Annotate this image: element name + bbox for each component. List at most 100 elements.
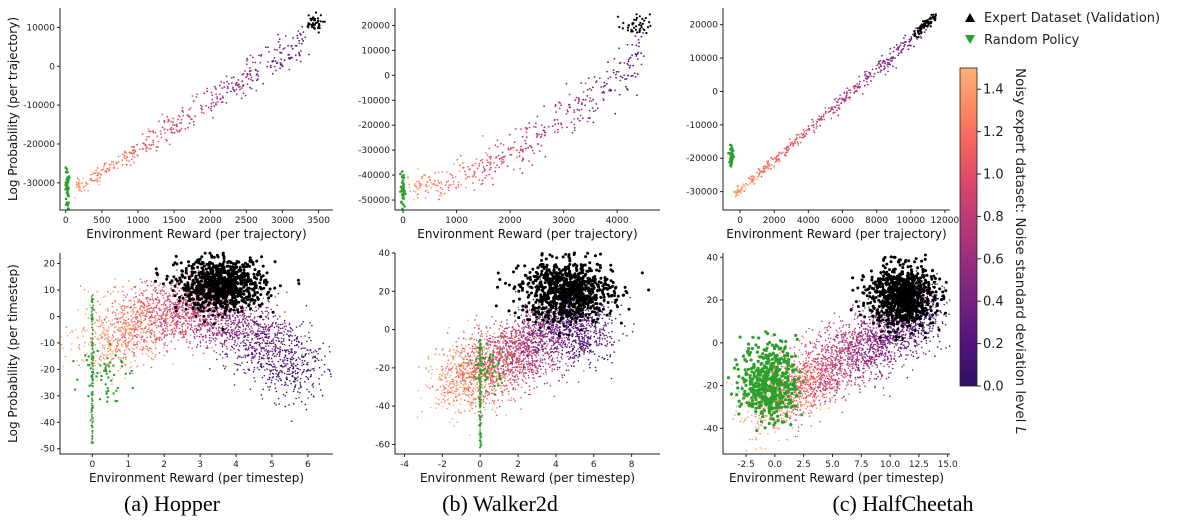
noisy-expert-point — [216, 96, 218, 98]
noisy-expert-point — [144, 309, 146, 312]
noisy-expert-point — [251, 79, 254, 82]
noisy-expert-point — [235, 330, 238, 333]
noisy-expert-point — [244, 348, 247, 351]
noisy-expert-point — [285, 391, 288, 394]
noisy-expert-point — [554, 104, 557, 106]
noisy-expert-point — [209, 323, 212, 326]
noisy-expert-point — [124, 377, 127, 380]
noisy-expert-point — [272, 338, 275, 341]
noisy-expert-point — [163, 336, 166, 339]
noisy-expert-point — [843, 92, 846, 94]
expert-point — [319, 20, 322, 23]
noisy-expert-point — [213, 332, 216, 335]
expert-point — [243, 300, 247, 304]
noisy-expert-point — [901, 49, 903, 51]
noisy-expert-point — [272, 315, 275, 318]
noisy-expert-point — [143, 331, 145, 334]
noisy-expert-point — [279, 51, 281, 54]
x-tick-label: 500 — [93, 216, 110, 226]
expert-point — [223, 312, 227, 316]
noisy-expert-point — [152, 310, 154, 312]
noisy-expert-point — [294, 344, 296, 347]
noisy-expert-point — [299, 358, 301, 360]
noisy-expert-point — [146, 136, 148, 138]
noisy-expert-point — [540, 135, 542, 138]
expert-point — [190, 266, 194, 270]
noisy-expert-point — [273, 48, 276, 51]
expert-point — [172, 275, 176, 279]
noisy-expert-point — [242, 85, 244, 87]
noisy-expert-point — [149, 329, 152, 332]
noisy-expert-point — [241, 362, 243, 364]
noisy-expert-point — [855, 89, 858, 92]
noisy-expert-point — [428, 176, 431, 179]
noisy-expert-point — [618, 47, 620, 50]
noisy-expert-point — [288, 322, 291, 324]
noisy-expert-point — [485, 174, 488, 177]
noisy-expert-point — [150, 335, 152, 337]
noisy-expert-point — [169, 324, 171, 327]
noisy-expert-point — [165, 307, 168, 309]
noisy-expert-point — [327, 368, 329, 371]
noisy-expert-point — [270, 357, 273, 360]
noisy-expert-point — [114, 299, 117, 302]
noisy-expert-point — [190, 313, 192, 315]
expert-point — [312, 26, 315, 29]
noisy-expert-point — [301, 25, 304, 28]
noisy-expert-point — [112, 357, 115, 360]
noisy-expert-point — [145, 138, 148, 141]
noisy-expert-point — [838, 97, 841, 100]
noisy-expert-point — [267, 349, 270, 352]
noisy-expert-point — [146, 309, 148, 311]
noisy-expert-point — [145, 332, 147, 335]
noisy-expert-point — [528, 160, 530, 162]
noisy-expert-point — [259, 342, 262, 345]
noisy-expert-point — [853, 87, 856, 90]
noisy-expert-point — [264, 46, 267, 48]
noisy-expert-point — [153, 289, 155, 291]
noisy-expert-point — [323, 371, 326, 373]
noisy-expert-point — [891, 57, 894, 60]
noisy-expert-point — [280, 52, 283, 54]
noisy-expert-point — [224, 317, 226, 320]
noisy-expert-point — [205, 341, 207, 343]
noisy-expert-point — [209, 368, 211, 370]
noisy-expert-point — [141, 133, 144, 135]
noisy-expert-point — [78, 346, 80, 348]
noisy-expert-point — [103, 332, 105, 335]
noisy-expert-point — [152, 298, 154, 301]
noisy-expert-point — [136, 155, 139, 157]
noisy-expert-point — [799, 136, 801, 139]
noisy-expert-point — [150, 348, 152, 350]
noisy-expert-point — [110, 359, 112, 362]
noisy-expert-point — [266, 310, 268, 313]
noisy-expert-point — [300, 50, 302, 52]
noisy-expert-point — [213, 350, 215, 352]
noisy-expert-point — [756, 171, 758, 174]
noisy-expert-point — [78, 364, 80, 367]
noisy-expert-point — [85, 184, 87, 187]
noisy-expert-point — [266, 342, 269, 345]
noisy-expert-point — [501, 156, 504, 159]
noisy-expert-point — [907, 48, 910, 51]
noisy-expert-point — [309, 349, 312, 352]
noisy-expert-point — [258, 54, 260, 57]
noisy-expert-point — [259, 323, 262, 326]
noisy-expert-point — [238, 330, 241, 333]
noisy-expert-point — [119, 329, 121, 331]
noisy-expert-point — [498, 158, 501, 160]
noisy-expert-point — [83, 360, 85, 363]
expert-point — [226, 261, 230, 264]
noisy-expert-point — [751, 180, 754, 182]
noisy-expert-point — [288, 404, 290, 406]
noisy-expert-point — [186, 327, 189, 330]
noisy-expert-point — [484, 177, 486, 179]
noisy-expert-point — [153, 310, 156, 312]
noisy-expert-point — [500, 163, 503, 165]
noisy-expert-point — [829, 110, 832, 113]
noisy-expert-point — [215, 351, 218, 354]
noisy-expert-point — [111, 344, 113, 347]
noisy-expert-point — [849, 96, 851, 99]
noisy-expert-point — [260, 350, 263, 352]
noisy-expert-point — [253, 377, 255, 379]
